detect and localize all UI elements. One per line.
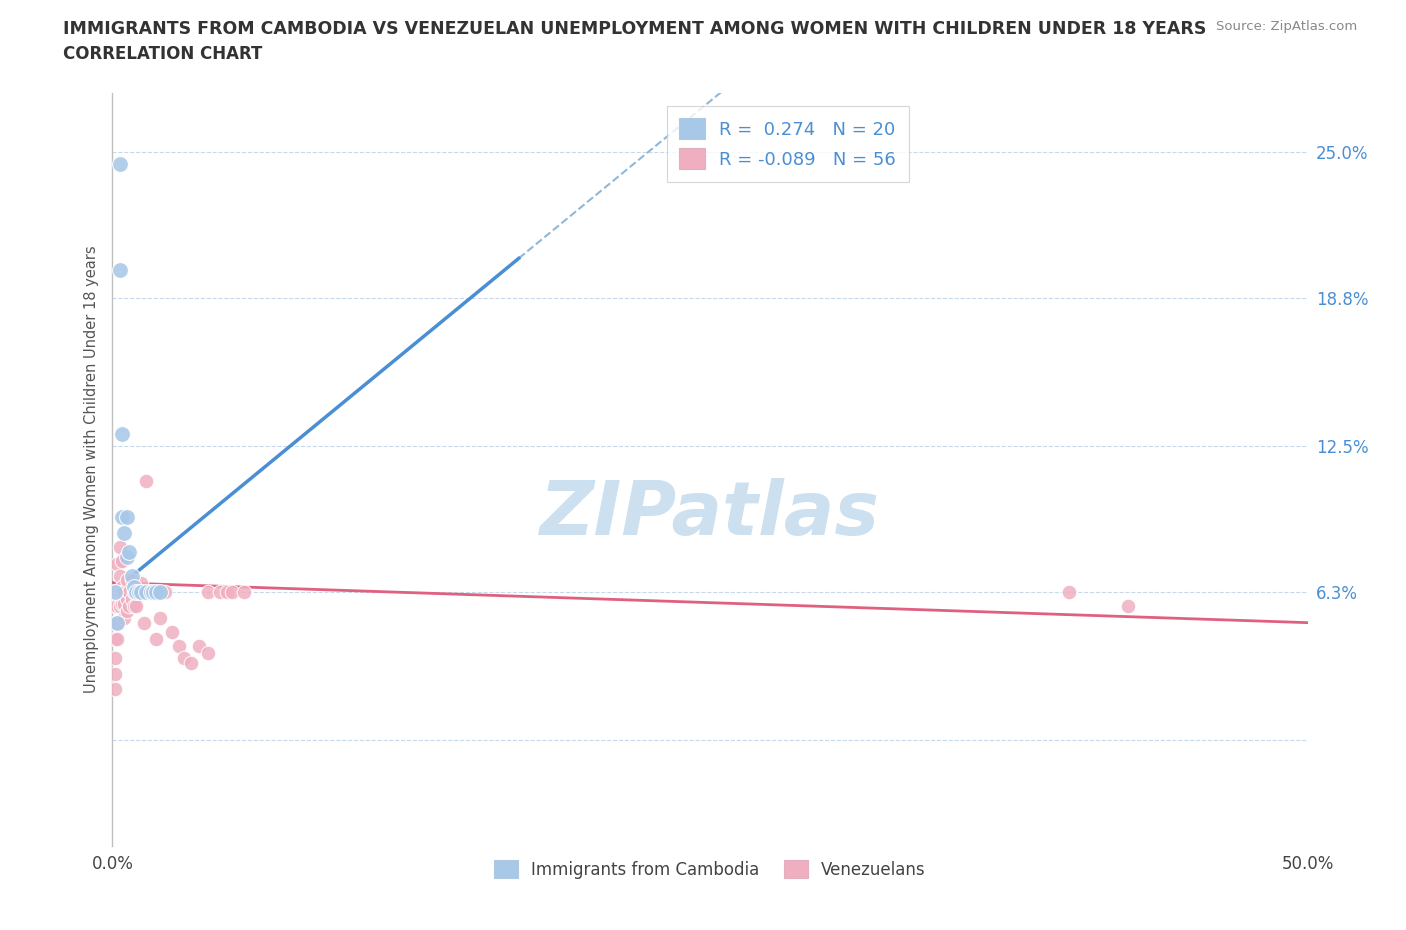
Point <box>114 585 135 600</box>
Point <box>114 525 135 540</box>
Point <box>135 585 157 600</box>
Point <box>129 585 152 600</box>
Point <box>111 427 134 442</box>
Point <box>128 585 150 600</box>
Point <box>115 573 138 588</box>
Point <box>105 585 128 600</box>
Point <box>111 596 134 611</box>
Point <box>105 556 128 571</box>
Point <box>108 585 131 600</box>
Point <box>221 585 243 600</box>
Point <box>118 599 141 614</box>
Point <box>104 585 127 600</box>
Point <box>121 568 143 583</box>
Point <box>105 599 128 614</box>
Point <box>217 585 239 600</box>
Text: IMMIGRANTS FROM CAMBODIA VS VENEZUELAN UNEMPLOYMENT AMONG WOMEN WITH CHILDREN UN: IMMIGRANTS FROM CAMBODIA VS VENEZUELAN U… <box>63 20 1206 38</box>
Point <box>114 610 135 625</box>
Point <box>233 585 256 600</box>
Point <box>118 585 141 600</box>
Point <box>209 585 232 600</box>
Point <box>139 585 162 600</box>
Point <box>111 585 134 600</box>
Point <box>169 639 191 654</box>
Point <box>180 656 202 671</box>
Point <box>125 599 148 614</box>
Point <box>111 580 134 595</box>
Point <box>187 639 209 654</box>
Point <box>108 599 131 614</box>
Point <box>104 631 127 646</box>
Point <box>108 540 131 555</box>
Point <box>105 616 128 631</box>
Point <box>108 568 131 583</box>
Point <box>149 610 172 625</box>
Point <box>115 510 138 525</box>
Point <box>104 651 127 666</box>
Point <box>121 573 143 588</box>
Point <box>108 156 131 171</box>
Point <box>114 596 135 611</box>
Point <box>111 554 134 569</box>
Point <box>197 585 219 600</box>
Point <box>1057 585 1080 600</box>
Point <box>197 645 219 660</box>
Legend: Immigrants from Cambodia, Venezuelans: Immigrants from Cambodia, Venezuelans <box>486 852 934 887</box>
Point <box>149 585 172 600</box>
Point <box>139 585 162 600</box>
Point <box>115 604 138 618</box>
Text: Source: ZipAtlas.com: Source: ZipAtlas.com <box>1216 20 1357 33</box>
Text: ZIPatlas: ZIPatlas <box>540 478 880 551</box>
Point <box>104 599 127 614</box>
Point <box>153 585 176 600</box>
Point <box>125 585 148 600</box>
Point <box>145 631 167 646</box>
Point <box>104 667 127 682</box>
Point <box>108 262 131 277</box>
Point <box>162 625 183 640</box>
Point <box>105 631 128 646</box>
Point <box>105 616 128 631</box>
Point <box>118 545 141 560</box>
Point <box>135 474 157 489</box>
Point <box>115 591 138 606</box>
Point <box>132 585 155 600</box>
Point <box>122 599 145 614</box>
Point <box>122 580 145 595</box>
Text: CORRELATION CHART: CORRELATION CHART <box>63 45 263 62</box>
Point <box>1118 599 1140 614</box>
Point <box>145 585 167 600</box>
Point <box>121 591 143 606</box>
Point <box>173 651 195 666</box>
Point <box>128 585 150 600</box>
Point <box>104 616 127 631</box>
Point <box>104 585 127 600</box>
Point <box>132 616 155 631</box>
Point <box>115 550 138 565</box>
Point <box>111 510 134 525</box>
Point <box>104 681 127 696</box>
Point <box>129 575 152 591</box>
Point <box>122 585 145 600</box>
Point <box>125 585 148 600</box>
Y-axis label: Unemployment Among Women with Children Under 18 years: Unemployment Among Women with Children U… <box>83 246 98 694</box>
Point <box>142 585 165 600</box>
